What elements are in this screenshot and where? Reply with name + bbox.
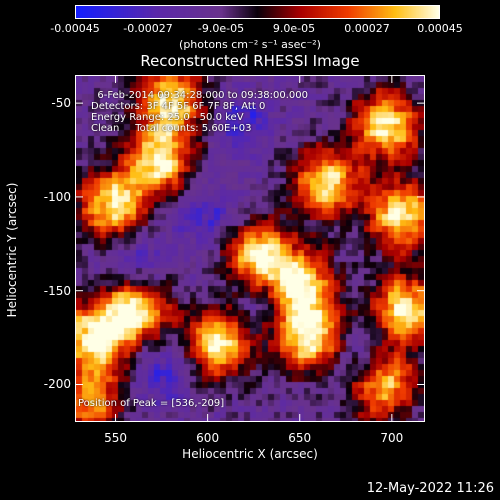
colorbar [75,5,440,19]
info-line-energy: Energy Range: 25.0 - 50.0 keV [91,112,244,123]
y-tick-label: -100 [43,189,71,204]
colorbar-tick-label: 0.00045 [417,22,463,35]
colorbar-units: (photons cm⁻² s⁻¹ asec⁻²) [179,38,321,51]
x-tick-label: 600 [196,431,220,445]
colorbar-tick-label: -0.00027 [123,22,173,35]
x-axis-label: Heliocentric X (arcsec) [182,447,318,461]
info-line-counts: Clean Total counts: 5.60E+03 [91,123,252,134]
heatmap-image [76,76,424,421]
y-tick-label: -200 [43,377,71,392]
x-tick-label: 550 [104,431,127,445]
y-axis-label: Heliocentric Y (arcsec) [5,182,19,318]
timestamp: 12-May-2022 11:26 [366,481,494,496]
info-line-time: 6-Feb-2014 09:34:28.000 to 09:38:00.000 [91,90,309,101]
x-tick-label: 650 [288,431,312,445]
y-tick-label: -150 [43,283,71,298]
colorbar-tick-label: 0.00027 [344,22,390,35]
colorbar-tick-label: -9.0e-05 [197,22,245,35]
colorbar-tick-label: 9.0e-05 [272,22,316,35]
plot-area: 6-Feb-2014 09:34:28.000 to 09:38:00.000 … [75,75,425,422]
x-tick-label: 700 [380,431,404,445]
info-line-detectors: Detectors: 3F 4F 5F 6F 7F 8F, Att 0 [91,101,266,112]
colorbar-tick-label: -0.00045 [50,22,100,35]
chart-title: Reconstructed RHESSI Image [140,52,360,70]
peak-position-label: Position of Peak = [536,-209] [78,398,225,409]
y-tick-label: -50 [51,96,71,111]
